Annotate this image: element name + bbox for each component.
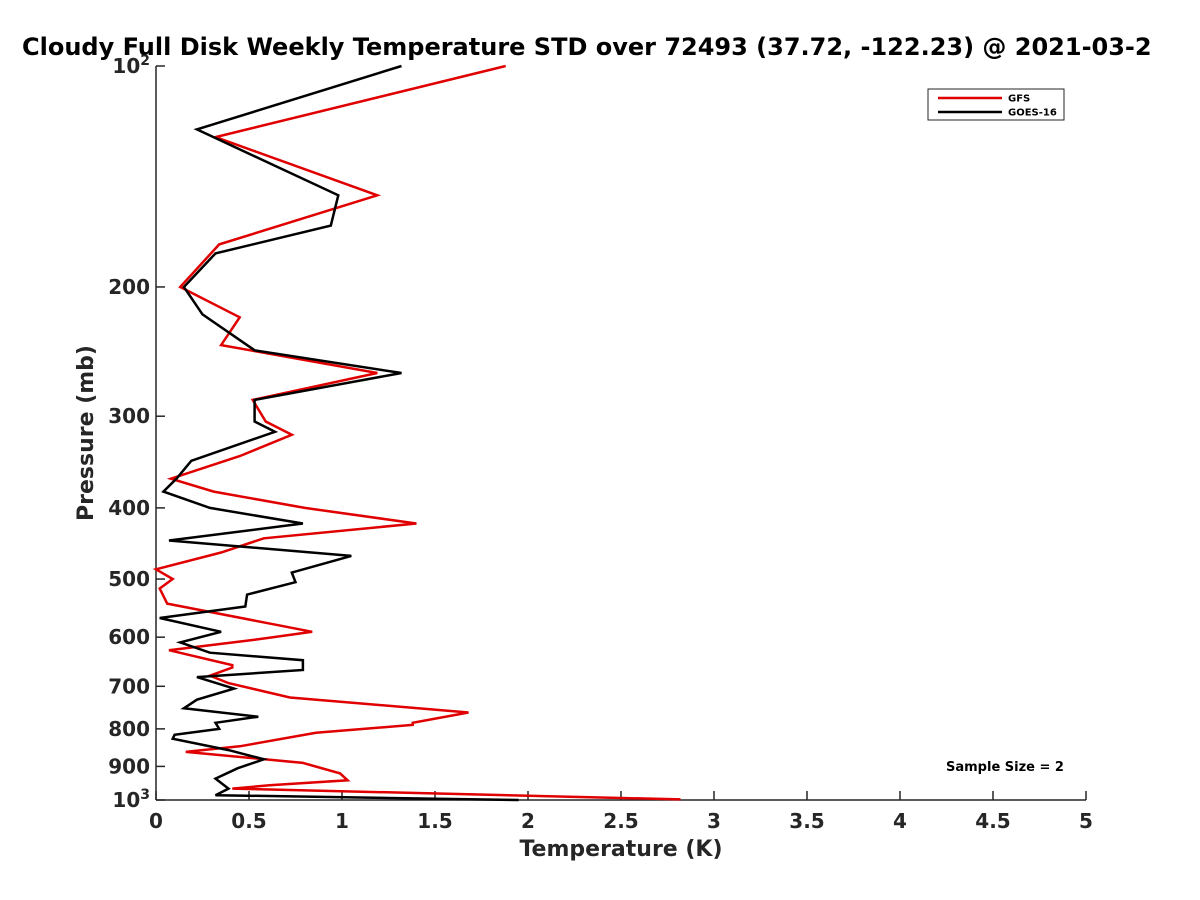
series-line-gfs <box>152 64 681 801</box>
x-tick-label: 2.5 <box>603 809 638 833</box>
y-tick-label: 102 <box>112 53 150 78</box>
x-tick-label: 3 <box>707 809 721 833</box>
x-tick-label: 4 <box>893 809 907 833</box>
chart-title: Cloudy Full Disk Weekly Temperature STD … <box>22 33 1152 61</box>
x-tick-label: 0.5 <box>231 809 266 833</box>
series-line-goes-16 <box>159 64 519 802</box>
y-tick-label: 300 <box>108 404 150 428</box>
y-tick-label: 103 <box>112 787 150 812</box>
legend-label: GOES-16 <box>1008 108 1057 119</box>
x-tick-label: 5 <box>1079 809 1093 833</box>
x-tick-label: 1.5 <box>417 809 452 833</box>
legend-label: GFS <box>1008 94 1030 105</box>
y-tick-label: 500 <box>108 567 150 591</box>
x-tick-label: 1 <box>335 809 349 833</box>
x-axis-ticks: 0 0.5 1 1.5 2 2.5 3 3.5 4 4.5 5 <box>149 791 1093 833</box>
y-axis-label: Pressure (mb) <box>74 345 99 521</box>
x-tick-label: 4.5 <box>975 809 1010 833</box>
series-layer <box>152 64 681 802</box>
y-tick-label: 400 <box>108 496 150 520</box>
y-tick-label: 800 <box>108 717 150 741</box>
x-tick-label: 0 <box>149 809 163 833</box>
y-tick-label: 900 <box>108 754 150 778</box>
y-tick-label: 600 <box>108 625 150 649</box>
x-tick-label: 3.5 <box>789 809 824 833</box>
legend-box <box>927 88 1065 121</box>
sample-size-annotation: Sample Size = 2 <box>946 760 1064 775</box>
x-axis-label: Temperature (K) <box>519 837 722 862</box>
y-axis-ticks: 102 200 300 400 500 600 700 800 900 103 <box>108 53 165 812</box>
y-tick-label: 200 <box>108 275 150 299</box>
x-tick-label: 2 <box>521 809 535 833</box>
y-tick-label: 700 <box>108 674 150 698</box>
legend: GFS GOES-16 <box>927 88 1065 121</box>
